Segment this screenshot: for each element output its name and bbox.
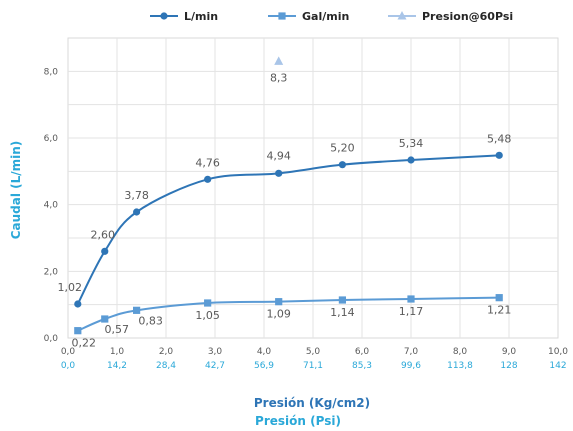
point-presion-60psi	[274, 56, 284, 65]
point-gal-min	[275, 298, 283, 306]
point-l-min	[338, 161, 346, 169]
point-gal-min	[74, 327, 82, 335]
point-gal-min	[495, 294, 503, 302]
point-l-min	[74, 300, 82, 308]
data-label-l-min: 5,20	[330, 142, 355, 155]
data-label-gal-min: 1,05	[195, 309, 220, 322]
y-tick-label: 2,0	[44, 267, 59, 277]
legend-label: L/min	[184, 10, 218, 23]
data-label-l-min: 5,34	[399, 137, 424, 150]
data-label-l-min: 4,94	[266, 149, 291, 162]
legend: L/min Gal/min Presion@60Psi	[150, 10, 513, 23]
point-gal-min	[101, 315, 109, 323]
x-tick-label: 8,0	[453, 347, 468, 357]
point-gal-min	[133, 306, 141, 314]
point-gal-min	[204, 299, 212, 307]
data-label-gal-min: 1,21	[487, 304, 512, 317]
y-tick-label: 0,0	[44, 334, 59, 344]
data-label-gal-min: 0,83	[138, 314, 163, 327]
x2-tick-label: 42,7	[205, 361, 225, 371]
y-tick-label: 4,0	[44, 201, 59, 211]
legend-label: Gal/min	[302, 10, 349, 23]
data-label-gal-min: 1,14	[330, 306, 355, 319]
data-label-gal-min: 1,09	[266, 308, 291, 321]
x-tick-label: 1,0	[110, 347, 125, 357]
data-label-l-min: 3,78	[124, 189, 149, 202]
y-tick-label: 8,0	[44, 67, 59, 77]
legend-marker	[160, 12, 168, 20]
data-label-l-min: 5,48	[487, 132, 512, 145]
tick-labels: 0,0 2,0 4,0 6,0 8,0 0,0 1,0 2,0 3,0 4,0 5,0 6,0 7,0 8…	[44, 67, 569, 371]
x-tick-label: 4,0	[257, 347, 272, 357]
x-tick-label: 6,0	[355, 347, 370, 357]
point-l-min	[407, 156, 415, 164]
x2-tick-label: 99,6	[401, 361, 421, 371]
series-line-l-min	[76, 154, 500, 305]
x-tick-label: 9,0	[502, 347, 517, 357]
data-label-presion-60psi: 8,3	[270, 71, 288, 84]
point-l-min	[101, 247, 109, 255]
x2-tick-label: 128	[500, 361, 517, 371]
data-label-gal-min: 1,17	[399, 305, 424, 318]
point-l-min	[495, 151, 503, 159]
x-tick-label: 2,0	[159, 347, 174, 357]
x2-tick-label: 142	[549, 361, 566, 371]
legend-marker	[397, 11, 407, 20]
x2-tick-label: 28,4	[156, 361, 176, 371]
series-layer	[74, 56, 503, 335]
x-axis-title: Presión (Kg/cm2)	[254, 396, 370, 410]
grid-lines	[67, 37, 559, 339]
data-label-gal-min: 0,57	[105, 323, 130, 336]
x2-tick-label: 85,3	[352, 361, 372, 371]
x2-tick-label: 56,9	[254, 361, 274, 371]
y-axis-title: Caudal (L/min)	[9, 141, 23, 240]
legend-marker	[278, 12, 286, 20]
data-label-l-min: 2,60	[91, 228, 116, 241]
x-tick-label: 0,0	[61, 347, 76, 357]
point-l-min	[204, 175, 212, 183]
point-gal-min	[407, 295, 415, 303]
data-label-l-min: 1,02	[58, 281, 83, 294]
point-gal-min	[338, 296, 346, 304]
x-tick-label: 3,0	[208, 347, 223, 357]
point-l-min	[133, 208, 141, 216]
x2-axis-title: Presión (Psi)	[255, 414, 341, 428]
x-tick-label: 10,0	[548, 347, 568, 357]
x2-tick-label: 14,2	[107, 361, 127, 371]
legend-label: Presion@60Psi	[422, 10, 513, 23]
point-l-min	[275, 169, 283, 177]
x2-tick-label: 113,8	[447, 361, 473, 371]
x-tick-label: 5,0	[306, 347, 321, 357]
data-label-gal-min: 0,22	[72, 337, 97, 350]
x2-tick-label: 71,1	[303, 361, 323, 371]
x-tick-label: 7,0	[404, 347, 419, 357]
x2-tick-label: 0,0	[61, 361, 76, 371]
y-tick-label: 6,0	[44, 134, 59, 144]
data-label-l-min: 4,76	[195, 156, 220, 169]
data-labels: 1,02 2,60 3,78 4,76 4,94 5,20 5,34 5,48 0,22 0,57…	[58, 71, 512, 349]
